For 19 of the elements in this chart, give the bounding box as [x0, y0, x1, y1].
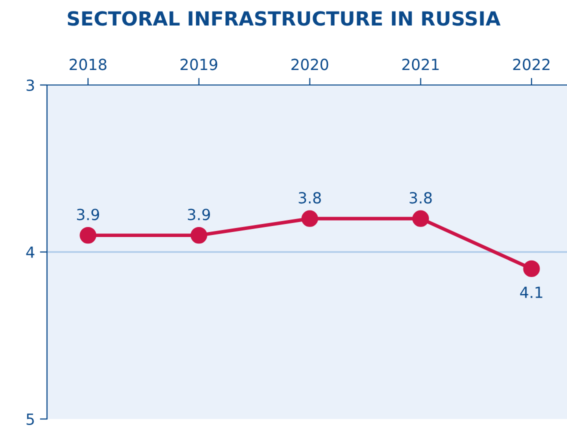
data-label: 3.9 [77, 208, 100, 220]
x-tick-label: 2021 [402, 58, 439, 70]
x-tick-label: 2020 [291, 58, 328, 70]
point [190, 226, 208, 244]
chart-title: SECTORAL INFRASTRUCTURE IN RUSSIA [68, 11, 500, 26]
point [523, 260, 540, 278]
data-label: 3.9 [188, 208, 210, 220]
point [80, 226, 96, 244]
y-tick-label: 5 [26, 414, 34, 426]
data-label: 4.1 [520, 286, 542, 298]
data-label: 3.8 [410, 192, 432, 204]
point [301, 210, 318, 227]
y-tick-label: 4 [26, 246, 34, 258]
x-tick-label: 2019 [180, 58, 218, 70]
y-tick-label: 3 [26, 79, 34, 92]
x-tick-label: 2022 [513, 58, 550, 70]
point [412, 210, 429, 227]
data-label: 3.8 [298, 192, 321, 204]
x-tick-label: 2018 [70, 58, 106, 70]
